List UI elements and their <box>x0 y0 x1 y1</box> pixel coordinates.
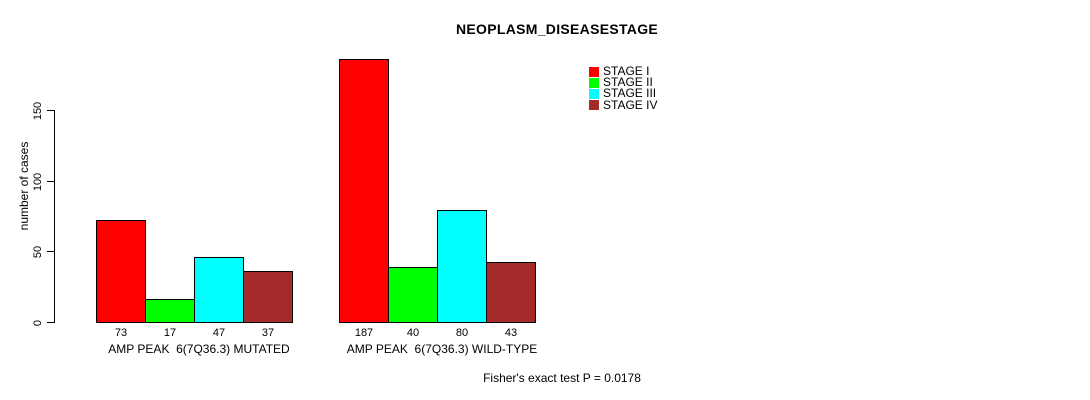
legend-item: STAGE I <box>589 64 657 79</box>
legend-item: STAGE III <box>589 86 657 101</box>
legend-swatch <box>589 100 599 111</box>
bar-value-label: 47 <box>212 327 226 339</box>
group-label: AMP PEAK 6(7Q36.3) WILD-TYPE <box>346 342 538 356</box>
group-label: AMP PEAK 6(7Q36.3) MUTATED <box>108 342 290 356</box>
bar-stage-i <box>339 58 389 323</box>
bar-stage-iv <box>243 270 293 323</box>
stats-annotation: Fisher's exact test P = 0.0178 <box>483 371 641 385</box>
y-axis-line <box>54 110 55 323</box>
legend-swatch <box>589 77 599 88</box>
y-tick-mark <box>47 251 54 253</box>
bar-stage-iii <box>194 256 244 323</box>
bar-value-label: 37 <box>261 327 275 339</box>
legend-label: STAGE I <box>603 64 650 79</box>
legend-swatch <box>589 88 599 99</box>
bar-value-label: 40 <box>406 327 420 339</box>
legend: STAGE I STAGE II STAGE III STAGE IV <box>589 64 658 112</box>
bar-value-label: 73 <box>114 327 128 339</box>
legend-swatch <box>589 66 599 77</box>
y-tick-label: 50 <box>32 246 44 259</box>
bar-stage-i <box>96 219 146 323</box>
legend-label: STAGE III <box>603 86 657 101</box>
bar-stage-iv <box>486 262 536 323</box>
bar-stage-ii <box>145 298 195 323</box>
y-tick-mark <box>47 322 54 323</box>
y-axis-title: number of cases <box>17 141 31 231</box>
y-tick-mark <box>47 110 54 112</box>
bar-value-label: 187 <box>354 327 374 339</box>
bar-stage-iii <box>437 210 487 323</box>
y-tick-label: 0 <box>32 319 44 327</box>
bar-value-label: 43 <box>504 327 518 339</box>
legend-label: STAGE IV <box>603 97 658 112</box>
chart-title: NEOPLASM_DISEASESTAGE <box>455 21 659 37</box>
bar-value-label: 17 <box>163 327 177 339</box>
legend-item: STAGE II <box>589 75 657 90</box>
bar-stage-ii <box>388 266 438 323</box>
y-tick-label: 100 <box>32 172 44 191</box>
legend-label: STAGE II <box>603 75 653 90</box>
y-tick-label: 150 <box>32 102 44 121</box>
bar-value-label: 80 <box>455 327 469 339</box>
y-tick-mark <box>47 180 54 182</box>
legend-item: STAGE IV <box>589 97 658 112</box>
